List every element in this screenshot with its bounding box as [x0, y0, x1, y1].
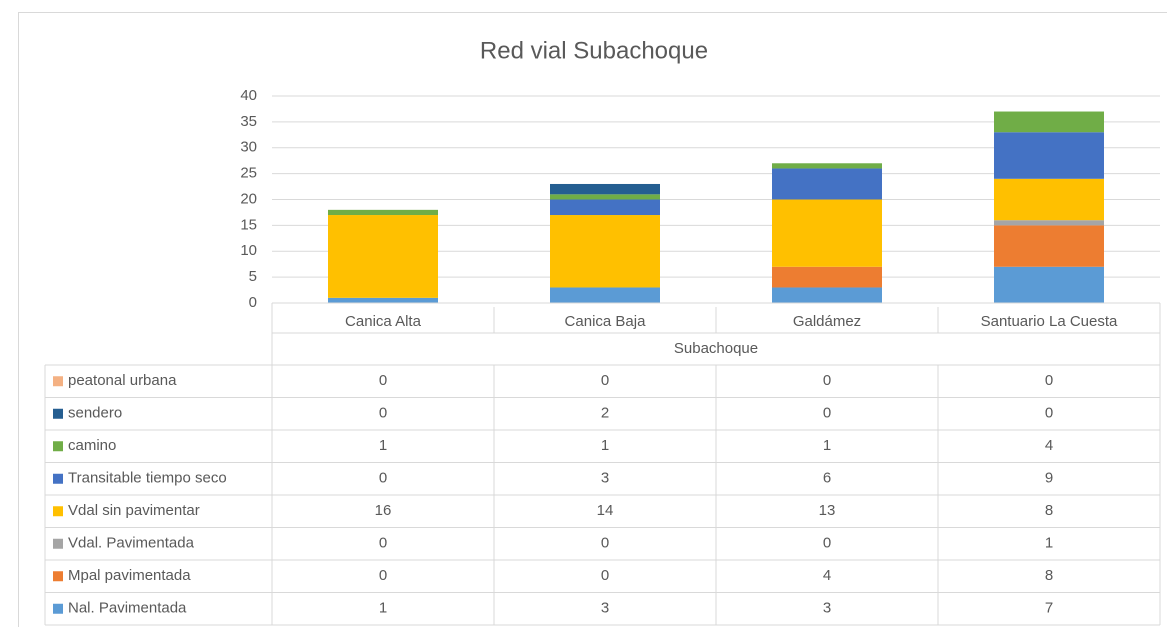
- legend-label: Transitable tiempo seco: [68, 470, 227, 487]
- table-cell: 7: [1045, 600, 1053, 617]
- bar-segment: [772, 287, 882, 303]
- y-tick-label: 20: [240, 190, 257, 207]
- legend-label: sendero: [68, 405, 122, 422]
- table-cell: 0: [379, 405, 387, 422]
- y-tick-label: 40: [240, 87, 257, 104]
- table-cell: 3: [823, 600, 831, 617]
- bar-segment: [994, 132, 1104, 179]
- y-tick-label: 25: [240, 165, 257, 182]
- table-cell: 1: [1045, 535, 1053, 552]
- table-cell: 1: [601, 437, 609, 454]
- y-tick-label: 15: [240, 216, 257, 233]
- legend-key: [53, 376, 63, 387]
- chart-title: Red vial Subachoque: [480, 37, 708, 64]
- legend-key: [53, 441, 63, 452]
- bar-segment: [772, 266, 882, 288]
- legend-label: camino: [68, 437, 116, 454]
- y-tick-label: 0: [249, 294, 257, 311]
- table-cell: 13: [819, 502, 836, 519]
- legend-key: [53, 603, 63, 614]
- table-cell: 0: [823, 535, 831, 552]
- legend-key: [53, 538, 63, 549]
- table-cell: 3: [601, 470, 609, 487]
- table-cell: 0: [601, 567, 609, 584]
- bar-segment: [772, 199, 882, 267]
- table-cell: 0: [379, 372, 387, 389]
- legend-label: Mpal pavimentada: [68, 567, 191, 584]
- table-cell: 0: [1045, 405, 1053, 422]
- legend-label: Nal. Pavimentada: [68, 600, 187, 617]
- table-cell: 4: [1045, 437, 1053, 454]
- table-cell: 0: [1045, 372, 1053, 389]
- legend-key: [53, 473, 63, 484]
- y-tick-label: 5: [249, 268, 257, 285]
- table-cell: 0: [379, 535, 387, 552]
- table-cell: 1: [379, 437, 387, 454]
- x-tick-label: Santuario La Cuesta: [981, 313, 1118, 330]
- y-tick-label: 30: [240, 139, 257, 156]
- table-cell: 4: [823, 567, 831, 584]
- x-tick-label: Galdámez: [793, 313, 861, 330]
- table-cell: 1: [379, 600, 387, 617]
- chart-frame: [18, 12, 1167, 627]
- table-cell: 9: [1045, 470, 1053, 487]
- bar-segment: [550, 287, 660, 303]
- legend-label: Vdal. Pavimentada: [68, 535, 195, 552]
- legend-key: [53, 408, 63, 419]
- table-cell: 16: [375, 502, 392, 519]
- legend-label: peatonal urbana: [68, 372, 177, 389]
- bar-segment: [550, 199, 660, 216]
- bar-segment: [994, 220, 1104, 226]
- x-tick-label: Canica Baja: [565, 313, 647, 330]
- bar-segment: [994, 111, 1104, 133]
- bar-segment: [550, 183, 660, 195]
- table-cell: 0: [823, 405, 831, 422]
- table-cell: 0: [823, 372, 831, 389]
- table-cell: 8: [1045, 502, 1053, 519]
- table-cell: 0: [601, 372, 609, 389]
- bar-segment: [772, 168, 882, 200]
- table-cell: 0: [379, 470, 387, 487]
- bar-segment: [994, 266, 1104, 303]
- table-cell: 0: [601, 535, 609, 552]
- legend-label: Vdal sin pavimentar: [68, 502, 200, 519]
- table-cell: 2: [601, 405, 609, 422]
- y-tick-label: 35: [240, 113, 257, 130]
- x-tick-label: Canica Alta: [345, 313, 422, 330]
- legend-key: [53, 506, 63, 517]
- bar-segment: [328, 215, 438, 298]
- table-cell: 1: [823, 437, 831, 454]
- bar-segment: [994, 178, 1104, 221]
- table-cell: 14: [597, 502, 614, 519]
- table-cell: 6: [823, 470, 831, 487]
- group-label: Subachoque: [674, 340, 758, 357]
- table-cell: 8: [1045, 567, 1053, 584]
- table-cell: 0: [379, 567, 387, 584]
- bar-segment: [328, 209, 438, 216]
- legend-key: [53, 571, 63, 582]
- bar-segment: [328, 297, 438, 303]
- bar-segment: [994, 225, 1104, 267]
- bar-segment: [772, 163, 882, 169]
- bar-segment: [550, 194, 660, 200]
- table-cell: 3: [601, 600, 609, 617]
- bar-segment: [550, 215, 660, 288]
- y-tick-label: 10: [240, 242, 257, 259]
